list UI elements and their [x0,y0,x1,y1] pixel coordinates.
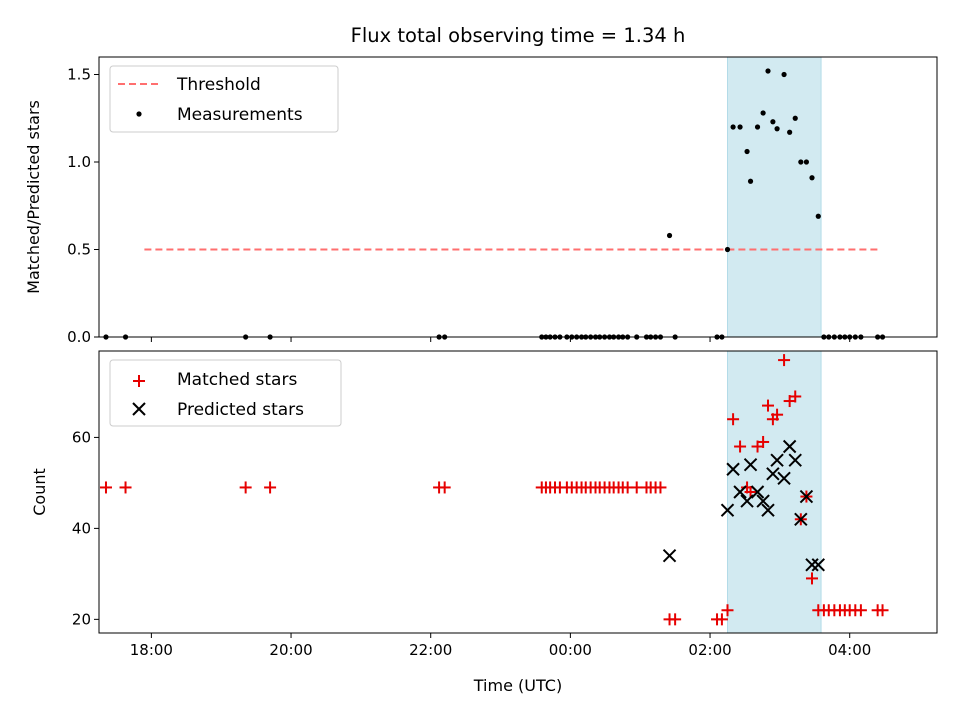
predicted-star-point [794,512,808,526]
measurement-point [803,159,810,165]
legend-ratio: Threshold Measurements [109,65,339,133]
y-tick-label: 40 [72,519,91,537]
matched-star-point [119,481,132,494]
measurement-point [809,175,815,181]
matched-star-point [744,486,757,498]
x-tick-label: 00:00 [549,641,592,659]
matched-star-point [778,354,791,367]
matched-star-point [721,604,734,617]
y-axis-label-count: Count [30,468,49,516]
predicted-star-point [750,485,765,499]
matched-star-point [762,399,775,412]
measurement-point [666,232,673,239]
measurement-point [760,110,766,116]
legend-predicted-label: Predicted stars [177,400,304,420]
measurement-point [781,71,787,78]
predicted-star-point [733,485,747,499]
predicted-star-point [811,558,825,572]
predicted-star-point [805,558,819,572]
y-tick-label: 60 [72,428,91,446]
measurement-point [798,159,804,165]
predicted-star-point [720,503,735,517]
matched-star-point [669,613,682,626]
matched-star-point [805,572,818,585]
measurement-point [730,124,736,130]
predicted-star-point [777,471,791,486]
x-tick-label: 04:00 [828,641,871,659]
x-axis-label: Time (UTC) [473,676,562,695]
legend-matched-label: Matched stars [177,370,297,390]
matched-star-point [438,481,451,494]
y-axis-label-ratio: Matched/Predicted stars [24,100,43,294]
flux-ratio-panel: 0.0 0.5 1.0 1.5 Matched/Predicted stars Thr… [24,56,938,346]
measurement-point [724,246,731,253]
y-tick-label: 0.0 [67,328,91,346]
legend-measurements-swatch [136,111,142,117]
matched-star-point [734,440,747,453]
matched-star-point [654,481,667,494]
measurement-point [787,129,793,135]
legend-count-box [109,359,342,427]
measurement-point [744,148,750,155]
matched-star-point [99,481,112,494]
chart-title: Flux total observing time = 1.34 h [351,24,686,47]
x-tick-label: 18:00 [130,641,173,659]
matched-star-point [715,613,728,626]
flux-ratio-panel-frame [98,56,938,338]
matched-star-point [876,604,889,617]
legend-measurements-label: Measurements [177,105,303,125]
matched-star-point [239,481,252,494]
x-tick-label: 20:00 [269,641,312,659]
predicted-star-point [662,548,677,563]
observing-window-shade [727,56,822,338]
predicted-star-point [766,467,780,481]
measurement-point [737,124,743,130]
measurement-point [792,115,798,121]
x-tick-label: 02:00 [688,641,731,659]
predicted-star-point [756,494,770,508]
predicted-star-point [799,489,814,504]
star-count-panel-frame [98,350,938,634]
matched-star-point [789,390,802,403]
measurement-point [770,119,776,125]
matched-star-point [757,435,770,448]
predicted-star-point [743,458,758,472]
y-tick-label: 1.5 [67,66,91,84]
predicted-star-point [770,453,784,467]
legend-count: Matched stars Predicted stars [109,359,342,427]
y-tick-label: 20 [72,610,91,628]
measurement-point [747,178,754,184]
x-tick-label: 22:00 [409,641,452,659]
y-tick-label: 1.0 [67,153,91,171]
measurement-point [754,124,761,130]
predicted-star-point [788,453,802,467]
legend-threshold-label: Threshold [176,75,261,95]
legend-matched-swatch [133,375,145,387]
measurement-point [815,213,821,219]
predicted-star-point [782,439,797,454]
predicted-star-point [726,462,740,476]
matched-star-point [771,408,784,421]
predicted-star-point [761,503,775,517]
measurement-point [765,68,771,74]
measurement-point [774,126,780,132]
star-count-panel: 20 40 60 18:00 20:00 22:00 00:00 02:00 04:00 Co… [30,350,938,695]
matched-star-point [854,604,867,617]
y-tick-label: 0.5 [67,241,91,259]
legend-predicted-swatch [132,402,146,416]
matched-star-point [264,481,277,494]
legend-ratio-box [109,65,339,133]
matched-star-point [727,413,740,426]
